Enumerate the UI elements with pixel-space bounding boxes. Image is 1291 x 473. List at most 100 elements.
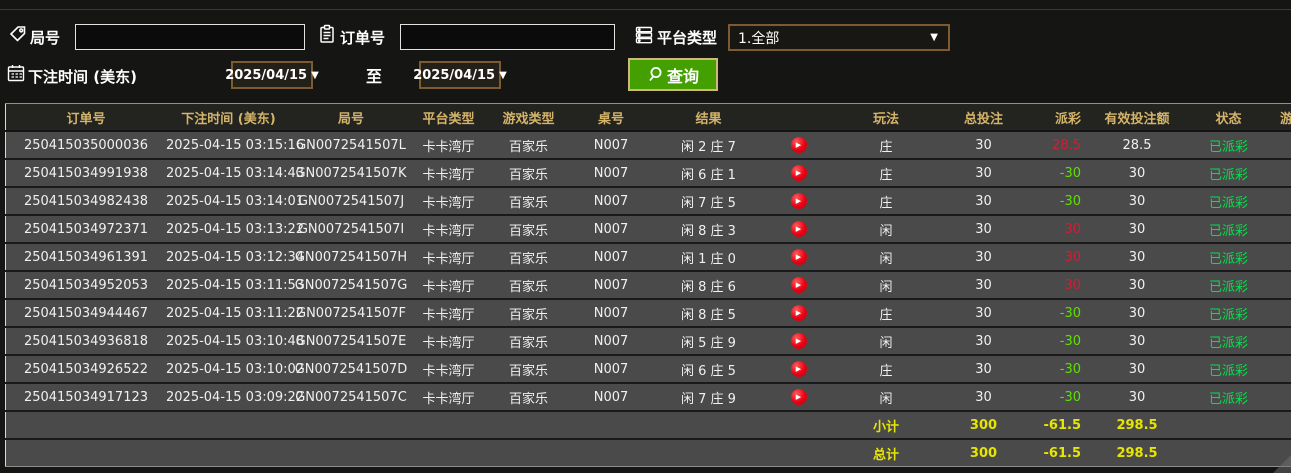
chevron-down-icon: ▼: [930, 32, 938, 43]
table-row: 250415034991938 2025-04-15 03:14:43 GN0072…: [5, 159, 1291, 188]
cell-order_no: 250415034991938: [5, 159, 166, 188]
cell-bet_time: 2025-04-15 03:13:22: [166, 215, 304, 244]
cell-game: [1270, 299, 1291, 328]
cell-bet_time: 2025-04-15 03:10:48: [166, 327, 304, 356]
cell-total_bet: 30: [941, 215, 1026, 244]
cell-game_type: 百家乐: [486, 355, 571, 384]
cell-bet_time: 2025-04-15 03:12:34: [166, 243, 304, 272]
cell-table_no: N007: [571, 243, 651, 272]
top-divider: [0, 9, 1291, 10]
platform-type-label: 平台类型: [657, 29, 718, 47]
column-header-bet_type: 玩法: [831, 103, 941, 132]
cell-platform: 卡卡湾厅: [411, 299, 486, 328]
play-icon[interactable]: ▶: [790, 333, 807, 349]
cell-result: 闲 1 庄 0: [651, 243, 766, 272]
cell-table_no: N007: [571, 159, 651, 188]
cell-play: ▶: [766, 271, 831, 300]
table-row: 250415034926522 2025-04-15 03:10:02 GN0072…: [5, 355, 1291, 384]
cell-game: [1270, 243, 1291, 272]
cell-bet_time: 2025-04-15 03:14:43: [166, 159, 304, 188]
round-input[interactable]: [75, 24, 305, 50]
chevron-down-icon: ▼: [499, 69, 507, 81]
cell-round_no: GN0072541507L: [291, 131, 411, 160]
subtotal-payout: -61.5: [1026, 411, 1087, 440]
column-header-game: 游戏: [1270, 103, 1291, 132]
cell-game: [1270, 327, 1291, 356]
search-button[interactable]: 查询: [628, 58, 718, 91]
play-icon[interactable]: ▶: [790, 193, 807, 209]
cell-game: [1270, 355, 1291, 384]
corner-decoration: [1273, 455, 1291, 473]
play-icon[interactable]: ▶: [790, 305, 807, 321]
cell-game: [1270, 187, 1291, 216]
cell-status: 已派彩: [1187, 131, 1270, 160]
cell-game: [1270, 215, 1291, 244]
cell-platform: 卡卡湾厅: [411, 243, 486, 272]
cell-valid_bet: 30: [1087, 215, 1187, 244]
play-icon[interactable]: ▶: [790, 277, 807, 293]
cell-play: ▶: [766, 299, 831, 328]
cell-round_no: GN0072541507F: [291, 299, 411, 328]
cell-platform: 卡卡湾厅: [411, 159, 486, 188]
play-icon[interactable]: ▶: [790, 221, 807, 237]
cell-play: ▶: [766, 327, 831, 356]
table-row: 250415034917123 2025-04-15 03:09:22 GN0072…: [5, 383, 1291, 412]
total-valid-bet: 298.5: [1087, 438, 1187, 467]
table-row: 250415034982438 2025-04-15 03:14:01 GN0072…: [5, 187, 1291, 216]
cell-platform: 卡卡湾厅: [411, 327, 486, 356]
cell-result: 闲 7 庄 9: [651, 383, 766, 412]
cell-round_no: GN0072541507K: [291, 159, 411, 188]
cell-status: 已派彩: [1187, 243, 1270, 272]
cell-total_bet: 30: [941, 271, 1026, 300]
play-icon[interactable]: ▶: [790, 361, 807, 377]
cell-result: 闲 2 庄 7: [651, 131, 766, 160]
cell-result: 闲 5 庄 9: [651, 327, 766, 356]
platform-select[interactable]: 1.全部 ▼: [728, 24, 950, 51]
cell-order_no: 250415034917123: [5, 383, 166, 412]
cell-bet_type: 闲: [831, 383, 941, 412]
cell-payout: 30: [1026, 243, 1087, 272]
server-list-icon: [634, 25, 654, 45]
table-row: 250415035000036 2025-04-15 03:15:16 GN0072…: [5, 131, 1291, 160]
summary-spacer: [5, 411, 831, 440]
cell-order_no: 250415034961391: [5, 243, 166, 272]
cell-game_type: 百家乐: [486, 243, 571, 272]
cell-valid_bet: 30: [1087, 271, 1187, 300]
cell-status: 已派彩: [1187, 299, 1270, 328]
date-from-picker[interactable]: 2025/04/15 ▼: [225, 61, 319, 89]
cell-payout: -30: [1026, 327, 1087, 356]
column-header-order_no: 订单号: [5, 103, 166, 132]
cell-payout: -30: [1026, 355, 1087, 384]
cell-round_no: GN0072541507C: [291, 383, 411, 412]
play-icon[interactable]: ▶: [790, 249, 807, 265]
cell-game: [1270, 131, 1291, 160]
cell-bet_type: 庄: [831, 159, 941, 188]
cell-bet_type: 庄: [831, 299, 941, 328]
table-row: 250415034936818 2025-04-15 03:10:48 GN0072…: [5, 327, 1291, 356]
cell-table_no: N007: [571, 271, 651, 300]
column-header-payout: 派彩: [1026, 103, 1087, 132]
play-icon[interactable]: ▶: [790, 137, 807, 153]
total-label: 总计: [831, 438, 941, 467]
cell-play: ▶: [766, 159, 831, 188]
cell-valid_bet: 28.5: [1087, 131, 1187, 160]
order-input[interactable]: [400, 24, 615, 50]
to-label: 至: [366, 67, 383, 86]
cell-table_no: N007: [571, 215, 651, 244]
cell-result: 闲 7 庄 5: [651, 187, 766, 216]
cell-valid_bet: 30: [1087, 243, 1187, 272]
column-header-status: 状态: [1187, 103, 1270, 132]
cell-game: [1270, 383, 1291, 412]
cell-game_type: 百家乐: [486, 187, 571, 216]
play-icon[interactable]: ▶: [790, 389, 807, 405]
play-icon[interactable]: ▶: [790, 165, 807, 181]
cell-status: 已派彩: [1187, 383, 1270, 412]
cell-order_no: 250415034982438: [5, 187, 166, 216]
date-to-picker[interactable]: 2025/04/15 ▼: [413, 61, 507, 89]
table-row: 250415034944467 2025-04-15 03:11:22 GN0072…: [5, 299, 1291, 328]
column-header-game_type: 游戏类型: [486, 103, 571, 132]
cell-order_no: 250415034936818: [5, 327, 166, 356]
cell-bet_type: 庄: [831, 187, 941, 216]
cell-status: 已派彩: [1187, 215, 1270, 244]
column-header-valid_bet: 有效投注额: [1087, 103, 1187, 132]
